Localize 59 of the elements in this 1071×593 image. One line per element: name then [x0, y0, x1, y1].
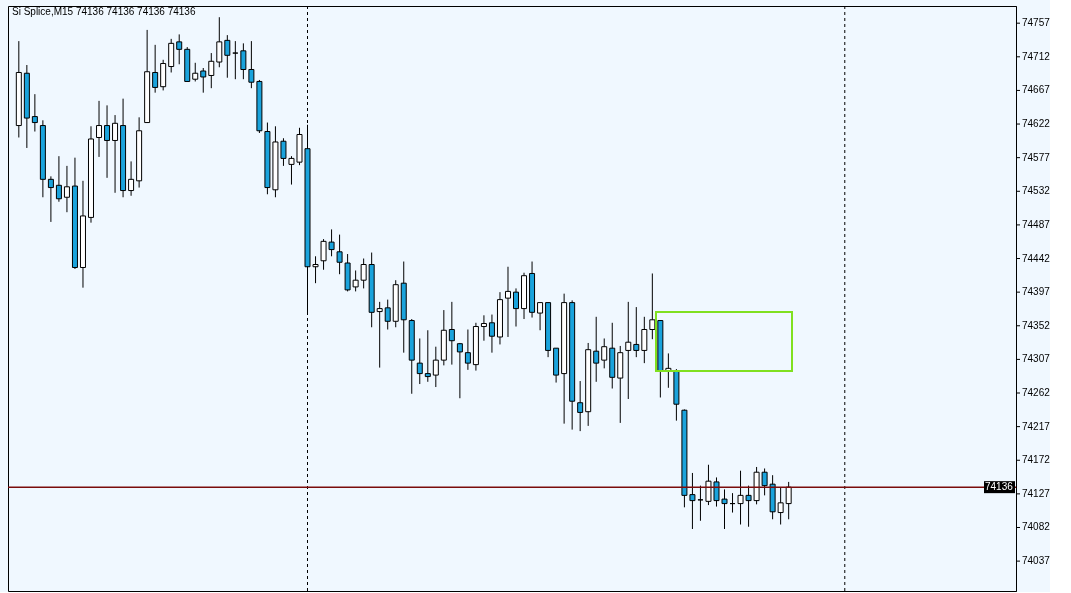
candlestick: [432, 346, 439, 388]
candlestick: [208, 52, 215, 89]
y-tick-label: 74577: [1022, 151, 1051, 163]
y-tick-label: 74397: [1022, 286, 1051, 298]
ref-line-label: 74136: [985, 481, 1014, 493]
y-tick-label: 74757: [1022, 17, 1051, 29]
y-tick-label: 74667: [1022, 84, 1051, 96]
candlestick: [176, 33, 183, 65]
candlestick: [384, 299, 391, 331]
candlestick: [31, 93, 38, 133]
y-tick-label: 74307: [1022, 353, 1051, 365]
candlestick: [55, 155, 62, 203]
y-tick-label: 74262: [1022, 387, 1051, 399]
candlestick: [697, 485, 704, 522]
candlestick: [424, 329, 431, 383]
y-tick-label: 74082: [1022, 521, 1051, 533]
candlestick: [216, 16, 223, 68]
candlestick: [513, 287, 520, 328]
candlestick: [376, 301, 383, 369]
candlestick: [448, 301, 455, 366]
candlestick: [785, 481, 792, 520]
candlestick: [641, 316, 648, 364]
candlestick: [63, 165, 70, 213]
y-tick-label: 74622: [1022, 118, 1051, 130]
y-tick-label: 74217: [1022, 420, 1051, 432]
y-tick-label: 74487: [1022, 218, 1051, 230]
candlestick: [649, 272, 656, 340]
candlestick: [104, 104, 111, 179]
candlestick: [593, 316, 600, 383]
candlestick: [168, 38, 175, 73]
candlestick: [456, 342, 463, 399]
candlestick: [47, 175, 54, 223]
y-tick-label: 74127: [1022, 487, 1051, 499]
candlestick: [152, 44, 159, 94]
y-tick-label: 74037: [1022, 555, 1051, 567]
y-tick-label: 74442: [1022, 252, 1051, 264]
y-tick-label: 74352: [1022, 319, 1051, 331]
y-tick-label: 74532: [1022, 185, 1051, 197]
candlestick: [200, 67, 207, 94]
y-tick-label: 74172: [1022, 454, 1051, 466]
candlestick: [112, 114, 119, 194]
candlestick: [96, 100, 103, 158]
candlestick: [128, 160, 135, 197]
candlestick: [464, 329, 471, 371]
candlestick: [488, 314, 495, 354]
candlestick: [601, 337, 608, 369]
candlestick: [232, 40, 239, 80]
candlestick: [537, 302, 544, 331]
candlestick: [480, 314, 487, 342]
candlestick: [577, 380, 584, 432]
chart-title: Si Splice,M15 74136 74136 74136 74136: [12, 6, 196, 17]
candlestick: [625, 301, 632, 400]
candlestick: [504, 266, 511, 338]
candlestick: [416, 337, 423, 385]
candlestick: [192, 62, 199, 82]
candlestick: [633, 306, 640, 358]
candlestick: [224, 34, 231, 79]
candlestick: [160, 59, 167, 91]
y-tick-label: 74712: [1022, 50, 1051, 62]
